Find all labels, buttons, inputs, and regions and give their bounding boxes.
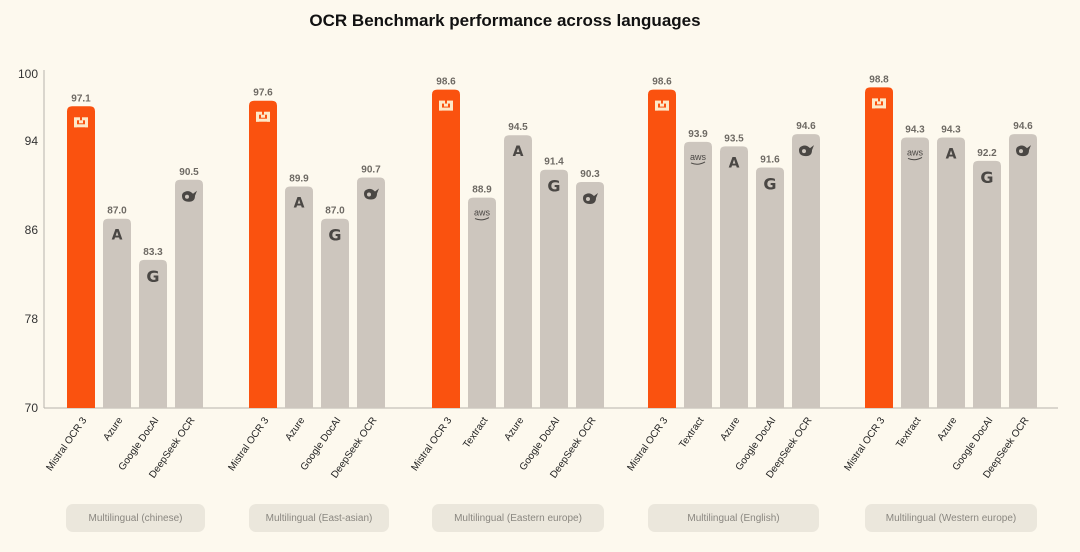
x-tick-label: Mistral OCR 3: [625, 415, 670, 473]
data-label: 87.0: [325, 206, 345, 217]
mistral-icon: [872, 98, 886, 109]
data-label: 92.2: [977, 148, 997, 159]
group-label: Multilingual (Western europe): [865, 504, 1037, 532]
group-label: Multilingual (Eastern europe): [432, 504, 604, 532]
bar-mistral-ocr-3: [432, 89, 460, 408]
chart-title: OCR Benchmark performance across languag…: [309, 11, 701, 30]
deepseek-icon: [799, 145, 814, 157]
azure-icon: A: [513, 144, 524, 160]
data-label: 87.0: [107, 206, 127, 217]
x-tick-label: Mistral OCR 3: [842, 415, 887, 473]
x-tick-label: Textract: [677, 415, 706, 450]
data-label: 89.9: [289, 173, 309, 184]
data-label: 98.6: [436, 77, 456, 88]
data-label: 98.8: [869, 74, 889, 85]
mistral-icon: [74, 117, 88, 128]
google-icon: G: [763, 175, 776, 194]
google-icon: G: [547, 177, 560, 196]
x-tick-label: Textract: [894, 415, 923, 450]
bar-deepseek-ocr: [175, 179, 203, 408]
deepseek-icon: [1016, 145, 1031, 157]
y-tick-label: 94: [25, 134, 39, 148]
bar-textract: [468, 197, 496, 408]
azure-icon: A: [729, 155, 740, 171]
group-label: Multilingual (English): [648, 504, 819, 532]
aws-smile-icon: [474, 217, 490, 221]
bar-deepseek-ocr: [576, 181, 604, 408]
deepseek-icon: [364, 188, 379, 200]
data-label: 83.3: [143, 247, 163, 258]
x-tick-label: Textract: [461, 415, 490, 450]
x-tick-label: Azure: [718, 415, 742, 443]
data-label: 88.9: [472, 185, 492, 196]
azure-icon: A: [294, 195, 305, 211]
aws-icon: aws: [690, 152, 707, 162]
data-label: 90.3: [580, 169, 600, 180]
data-label: 91.6: [760, 155, 780, 166]
x-tick-label: Mistral OCR 3: [44, 415, 89, 473]
bar-deepseek-ocr: [792, 134, 820, 408]
deepseek-icon: [182, 190, 197, 202]
bar-mistral-ocr-3: [865, 87, 893, 409]
bar-mistral-ocr-3: [249, 100, 277, 408]
data-label: 94.5: [508, 122, 528, 133]
x-tick-label: Azure: [502, 415, 526, 443]
data-label: 94.3: [941, 124, 961, 135]
data-label: 94.6: [796, 121, 816, 132]
bar-azure: [285, 186, 313, 408]
data-label: 90.5: [179, 167, 199, 178]
data-label: 94.6: [1013, 121, 1033, 132]
x-tick-label: Mistral OCR 3: [226, 415, 271, 473]
deepseek-icon: [583, 192, 598, 204]
data-label: 93.9: [688, 129, 708, 140]
data-label: 97.1: [71, 93, 91, 104]
bar-google-docai: [756, 167, 784, 408]
aws-icon: aws: [474, 208, 491, 218]
y-tick-label: 86: [25, 223, 39, 237]
data-label: 98.6: [652, 77, 672, 88]
mistral-icon: [439, 100, 453, 111]
bar-deepseek-ocr: [357, 177, 385, 408]
bar-azure: [937, 137, 965, 408]
x-tick-label: Azure: [101, 415, 125, 443]
google-icon: G: [980, 168, 993, 187]
data-label: 90.7: [361, 165, 381, 176]
bar-azure: [504, 135, 532, 408]
data-label: 94.3: [905, 124, 925, 135]
x-tick-label: Azure: [283, 415, 307, 443]
google-icon: G: [146, 267, 159, 286]
bar-mistral-ocr-3: [648, 89, 676, 408]
x-tick-label: Mistral OCR 3: [409, 415, 454, 473]
aws-smile-icon: [690, 161, 706, 165]
y-tick-label: 78: [25, 312, 39, 326]
bar-google-docai: [540, 169, 568, 408]
bar-textract: [684, 141, 712, 408]
bar-google-docai: [321, 218, 349, 408]
bar-azure: [103, 218, 131, 408]
mistral-icon: [256, 111, 270, 122]
y-tick-label: 70: [25, 401, 39, 415]
data-label: 93.5: [724, 133, 744, 144]
aws-smile-icon: [907, 157, 923, 161]
aws-icon: aws: [907, 147, 924, 157]
x-tick-label: Azure: [935, 415, 959, 443]
bar-deepseek-ocr: [1009, 134, 1037, 408]
group-label: Multilingual (chinese): [66, 504, 205, 532]
bar-textract: [901, 137, 929, 408]
azure-icon: A: [946, 146, 957, 162]
google-icon: G: [328, 226, 341, 245]
bar-azure: [720, 146, 748, 408]
data-label: 91.4: [544, 157, 564, 168]
bar-mistral-ocr-3: [67, 106, 95, 408]
mistral-icon: [655, 100, 669, 111]
y-tick-label: 100: [18, 67, 38, 81]
data-label: 97.6: [253, 88, 273, 99]
bar-google-docai: [973, 160, 1001, 408]
bar-google-docai: [139, 259, 167, 408]
azure-icon: A: [112, 228, 123, 244]
group-label: Multilingual (East-asian): [249, 504, 389, 532]
